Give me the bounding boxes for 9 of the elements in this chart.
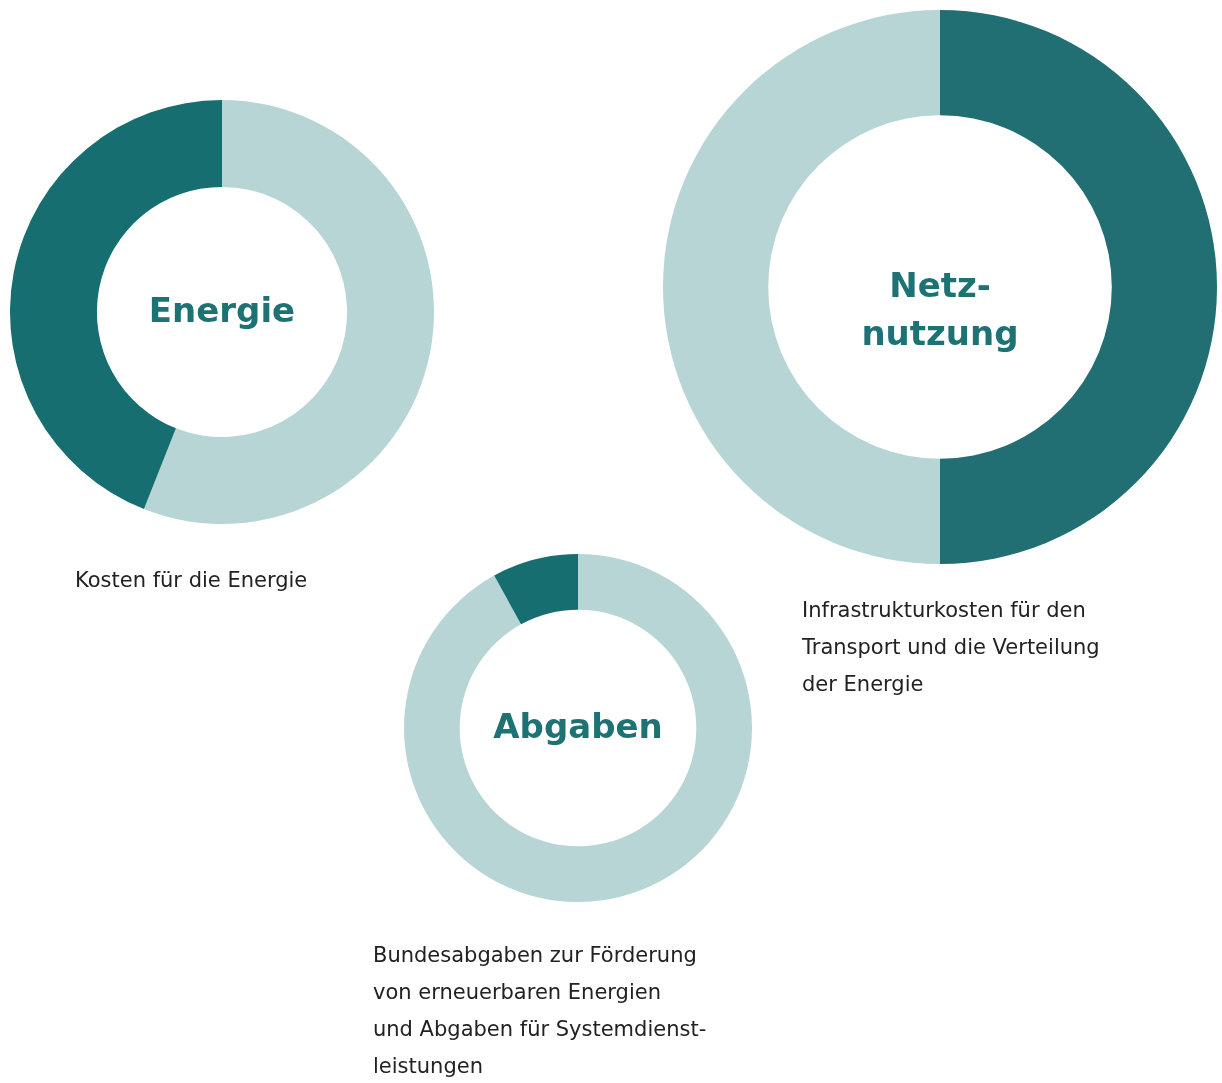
donut-slice [143, 100, 434, 524]
text: Bundesabgaben zur Förderung von erneuerbaren Energien und Abgaben für Systemdienst- leistungen [373, 942, 707, 1080]
donut-slice [494, 554, 578, 625]
text: Abgaben [493, 706, 663, 746]
donut-slice [404, 554, 752, 902]
text: Energie [148, 290, 296, 330]
text: Infrastrukturkosten für den Transport und die Verteilung der Energie [802, 597, 1100, 698]
text: Netz- nutzung [861, 265, 1019, 353]
text: Kosten für die Energie [75, 567, 308, 594]
